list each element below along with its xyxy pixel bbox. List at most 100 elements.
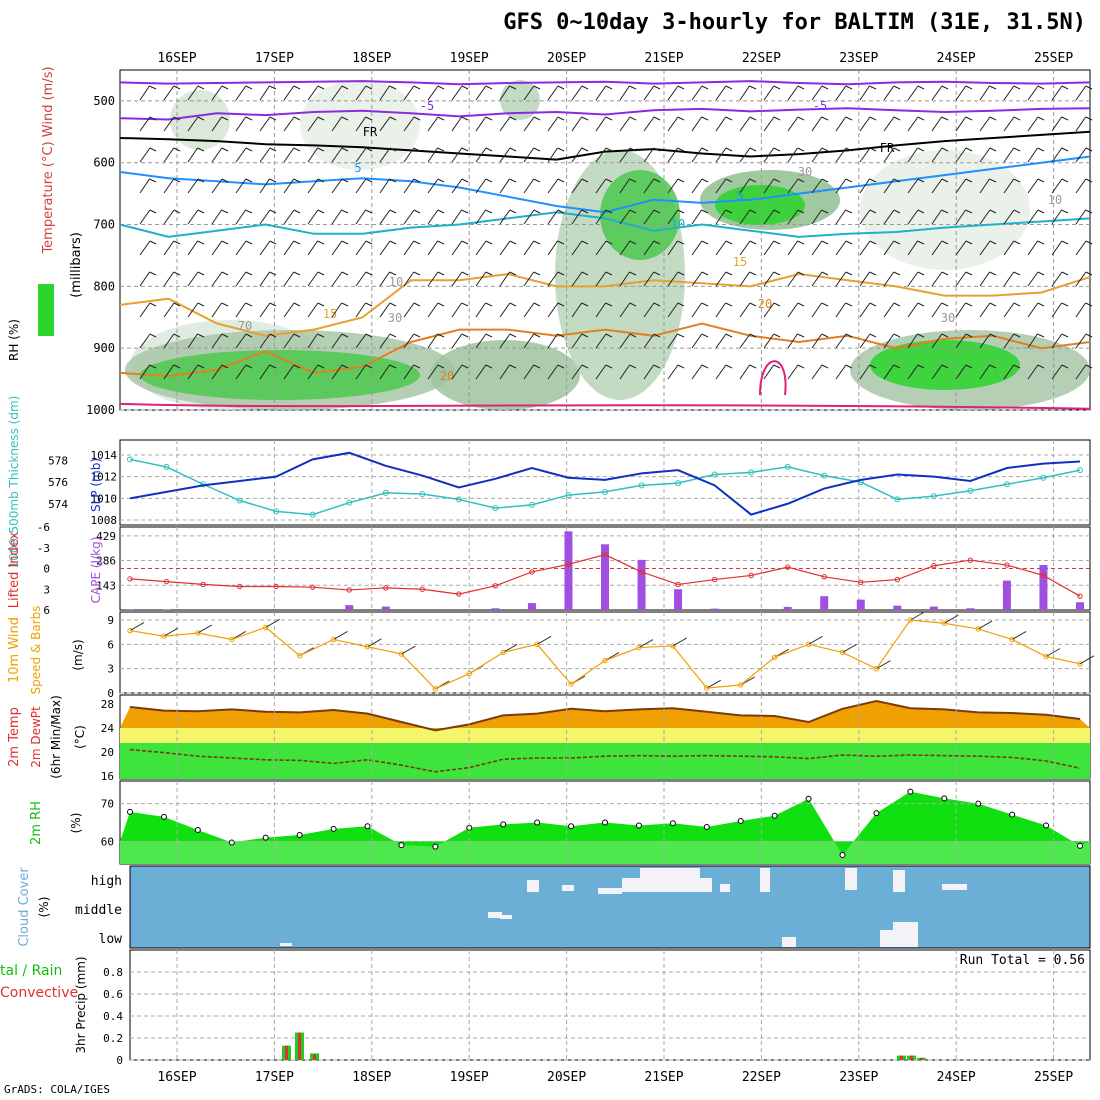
wind-barb [1075, 85, 1087, 101]
wind-barb [475, 302, 486, 318]
wind-barb [715, 333, 727, 349]
wind-barb-tick [893, 178, 901, 183]
wind-barb-tick [581, 240, 589, 245]
wind-barb-tick [893, 333, 901, 338]
wind-barb-tick [605, 271, 613, 276]
wind-barb [811, 240, 823, 256]
wind-barb-tick [413, 209, 421, 214]
wind-barb-tick [317, 364, 325, 369]
wind-barb [187, 178, 199, 194]
wind-barb-tick [917, 85, 925, 90]
wind-barb [403, 116, 415, 132]
wind-barb [672, 637, 688, 647]
wind-barb-tick [701, 147, 709, 152]
wind-barb-tick [845, 240, 853, 245]
contour-label: FR [880, 141, 895, 155]
wind-barb [547, 178, 559, 194]
wind-barb [355, 147, 367, 163]
li-tick-label: 6 [43, 604, 50, 617]
contour-label: 15 [323, 307, 337, 321]
wind-barb-tick [317, 271, 325, 276]
wind-barb [163, 271, 175, 287]
wind-barb-tick [365, 209, 373, 214]
wind-barb-tick [437, 147, 445, 152]
li-tick-label: -6 [37, 521, 50, 534]
wind-barb [331, 302, 343, 318]
wind-barb-tick [701, 302, 709, 307]
rh-legend-swatch [38, 284, 54, 336]
rh-point [941, 795, 948, 802]
wind-barb [451, 271, 463, 287]
wind-barb [667, 240, 678, 256]
cloud-block [562, 885, 574, 891]
wind-barb-tick [821, 302, 829, 307]
wind-barb-tick [485, 209, 493, 214]
wind-barb-tick [1085, 333, 1093, 338]
wind-barb [883, 271, 895, 287]
wind-barb-tick [797, 333, 805, 338]
wind-barb-tick [917, 116, 925, 121]
wind-barb-tick [1013, 240, 1021, 245]
temp-unit-label: (°C) [73, 725, 87, 749]
wind-barb-tick [845, 178, 853, 183]
wind-barb-tick [293, 209, 301, 214]
wind-barb-tick [917, 333, 925, 338]
wind-barb [811, 333, 823, 349]
wind-barb [139, 271, 150, 287]
wind-barb-tick [629, 147, 637, 152]
wind-barb-tick [653, 85, 661, 90]
chart-title: GFS 0~10day 3-hourly for BALTIM (31E, 31… [503, 10, 1086, 35]
wind-barb [499, 364, 510, 380]
wind-point [602, 657, 608, 664]
wind-barb-tick [749, 147, 757, 152]
li-point [638, 569, 645, 575]
wind-barb-tick [461, 147, 469, 152]
wind-barb-tick [173, 333, 181, 338]
bottom-date-label: 18SEP [352, 1070, 391, 1085]
wind-barb-tick [1013, 147, 1021, 152]
wind-barb [355, 85, 367, 101]
isotherm-line [119, 322, 1091, 378]
wind-barb [307, 302, 319, 318]
wind-barb [331, 116, 342, 132]
rh-point [330, 825, 337, 832]
wind-barb [667, 85, 679, 101]
wind-barb-tick [653, 147, 661, 152]
wind-barb-tick [365, 271, 373, 276]
rh-point [669, 820, 676, 827]
wind-barb [1051, 116, 1062, 132]
wind-barb [379, 147, 391, 163]
wind-barb-tick [773, 147, 781, 152]
wind-barb-tick [869, 364, 877, 369]
wind-barb-tick [917, 240, 925, 245]
wind-barb-tick [461, 209, 469, 214]
cape-bar [856, 599, 865, 610]
wind-barb [691, 364, 703, 380]
wind-barb [475, 333, 487, 349]
wind-barb-tick [413, 271, 421, 276]
wind-barb [638, 639, 654, 649]
wind-barb-tick [797, 147, 805, 152]
wind-point [568, 681, 574, 687]
contour-label: 30 [941, 311, 955, 325]
wind-barb [643, 271, 655, 287]
cloud-level-label: high [91, 874, 122, 889]
wind-barb-tick [701, 240, 709, 245]
wind-barb [643, 302, 655, 318]
wind-barb-tick [749, 364, 757, 369]
wind-barb-tick [293, 116, 301, 121]
wind-barb [1027, 333, 1038, 349]
wind-barb [1075, 271, 1087, 287]
wind-barb-tick [941, 178, 949, 183]
wind-barb-tick [1085, 147, 1093, 152]
wind-barb-tick [221, 116, 229, 121]
wind-barb [451, 147, 463, 163]
wind-barb-tick [509, 333, 517, 338]
wind-barb-tick [509, 302, 517, 307]
wind-barb [355, 271, 367, 287]
rh-point [127, 808, 133, 815]
wind-barb [811, 209, 823, 225]
cape-bar [637, 559, 646, 610]
wind-barb-tick [677, 209, 685, 214]
wind-barb [499, 178, 510, 194]
